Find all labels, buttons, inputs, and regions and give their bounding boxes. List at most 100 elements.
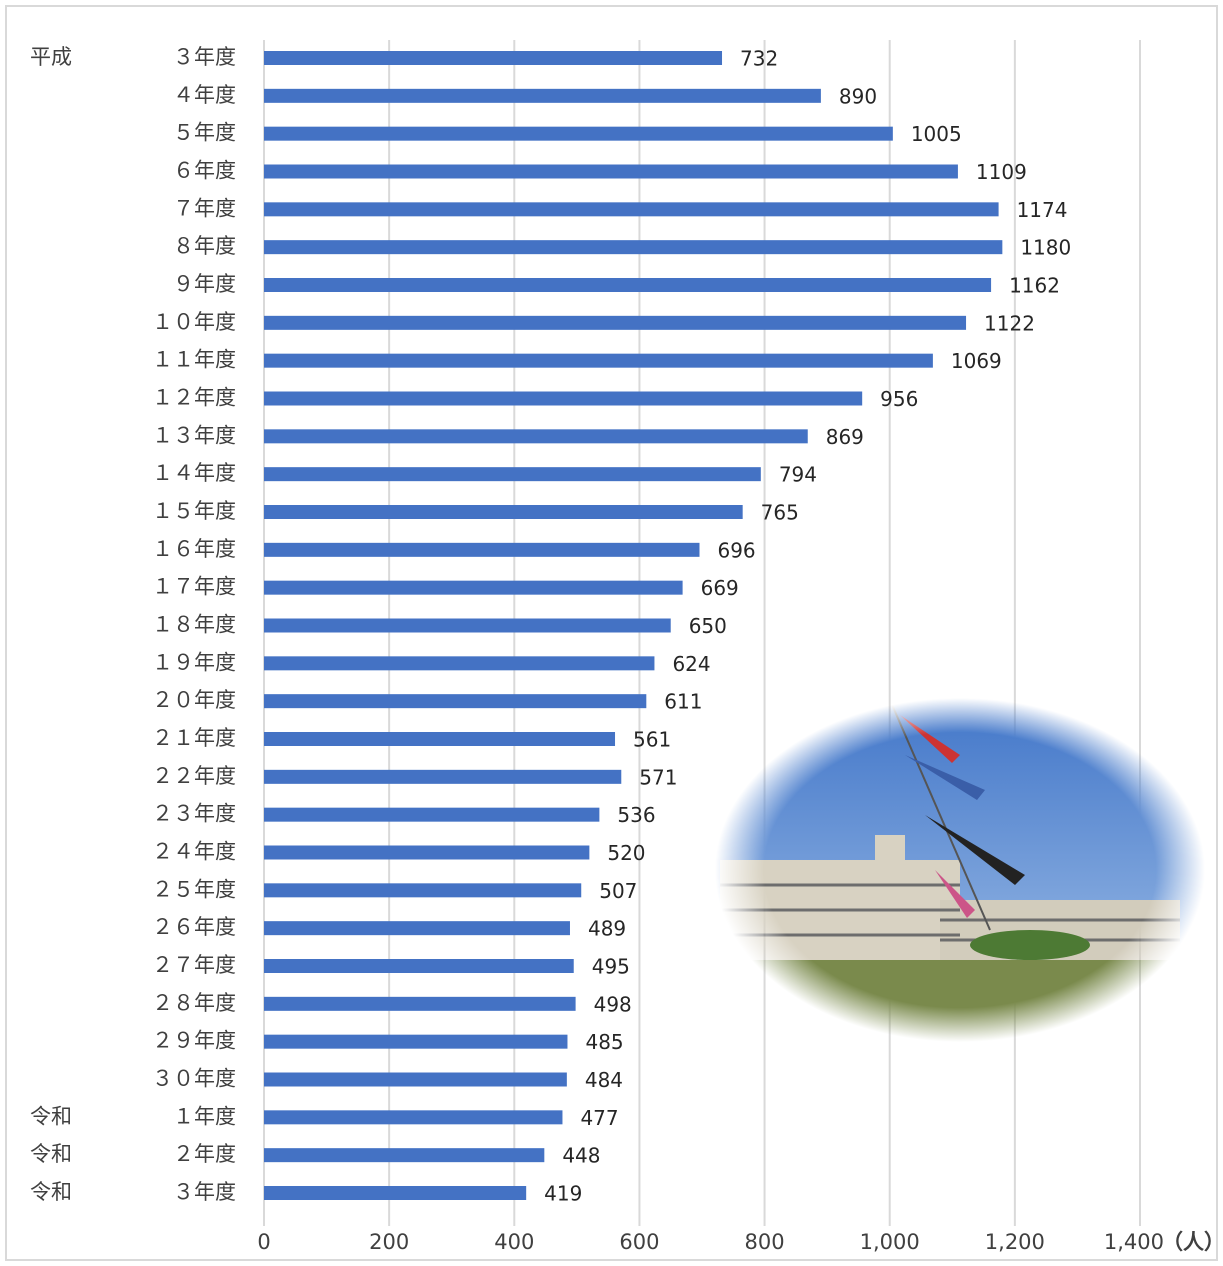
value-label: 498 xyxy=(594,992,632,1016)
bar xyxy=(264,542,700,557)
category-label: １５年度 xyxy=(152,499,236,523)
category-label: １０年度 xyxy=(152,310,236,334)
x-tick-label: 600 xyxy=(619,1230,659,1254)
group-label: 平成 xyxy=(30,45,72,69)
bar xyxy=(264,1072,567,1087)
bar xyxy=(264,51,723,65)
category-label: １１年度 xyxy=(152,348,236,372)
bar xyxy=(264,1148,545,1163)
bar xyxy=(264,580,683,595)
value-label: 869 xyxy=(826,425,864,449)
unit-label: （人） xyxy=(1162,1230,1223,1254)
category-label: １２年度 xyxy=(152,386,236,410)
bar xyxy=(264,845,590,860)
photo xyxy=(700,690,1220,1060)
value-label: 696 xyxy=(717,538,755,562)
bar xyxy=(264,202,999,217)
value-label: 419 xyxy=(544,1182,582,1206)
category-label: ２年度 xyxy=(173,1142,236,1166)
bar xyxy=(264,391,863,406)
value-label: 1109 xyxy=(976,160,1027,184)
category-label: １９年度 xyxy=(152,650,236,674)
category-label: ７年度 xyxy=(173,196,236,220)
category-label: ２８年度 xyxy=(152,991,236,1015)
bar xyxy=(264,353,933,368)
value-label: 1005 xyxy=(911,122,962,146)
value-label: 611 xyxy=(664,690,702,714)
bar xyxy=(264,88,821,103)
bar xyxy=(264,694,647,709)
bar xyxy=(264,1186,527,1200)
bar xyxy=(264,883,582,898)
value-label: 561 xyxy=(633,728,671,752)
category-label: １６年度 xyxy=(152,537,236,561)
value-label: 489 xyxy=(588,917,626,941)
bar xyxy=(264,807,600,822)
bar xyxy=(264,505,743,519)
value-label: 794 xyxy=(779,463,817,487)
category-label: ２５年度 xyxy=(152,877,236,901)
x-tick-label: 1,200 xyxy=(985,1230,1045,1254)
bar xyxy=(264,996,576,1011)
frame xyxy=(5,5,1218,1261)
bar xyxy=(264,618,671,633)
value-label: 1162 xyxy=(1009,274,1060,298)
value-label: 650 xyxy=(689,614,727,638)
category-label: ２７年度 xyxy=(152,953,236,977)
bar xyxy=(264,240,1003,255)
category-label: ６年度 xyxy=(173,159,236,183)
value-label: 890 xyxy=(839,84,877,108)
category-label: ８年度 xyxy=(173,234,236,258)
category-label: ２４年度 xyxy=(152,840,236,864)
bar xyxy=(264,769,622,784)
category-label: １年度 xyxy=(173,1104,236,1128)
bar xyxy=(264,164,958,179)
category-label: ２６年度 xyxy=(152,915,236,939)
value-label: 1069 xyxy=(951,349,1002,373)
category-label: ４年度 xyxy=(173,83,236,107)
x-tick-label: 400 xyxy=(494,1230,534,1254)
value-label: 495 xyxy=(592,955,630,979)
category-label: １７年度 xyxy=(152,575,236,599)
category-label: ２０年度 xyxy=(152,688,236,712)
x-tick-label: 200 xyxy=(369,1230,409,1254)
bar xyxy=(264,126,893,141)
value-label: 571 xyxy=(639,765,677,789)
bar xyxy=(264,278,992,292)
category-label: １４年度 xyxy=(152,461,236,485)
category-label: １３年度 xyxy=(152,423,236,447)
bar xyxy=(264,959,574,973)
bar xyxy=(264,656,655,671)
x-tick-label: 1,400 xyxy=(1104,1230,1164,1254)
value-label: 448 xyxy=(562,1144,600,1168)
value-label: 1174 xyxy=(1017,198,1068,222)
value-label: 624 xyxy=(672,652,710,676)
category-label: ２３年度 xyxy=(152,802,236,826)
value-label: 484 xyxy=(585,1068,623,1092)
category-label: ３年度 xyxy=(173,1180,236,1204)
bar xyxy=(264,732,616,746)
group-label: 令和 xyxy=(30,1104,72,1128)
x-tick-label: 800 xyxy=(745,1230,785,1254)
bar xyxy=(264,315,967,330)
value-label: 536 xyxy=(617,803,655,827)
bar xyxy=(264,921,570,936)
value-label: 765 xyxy=(761,501,799,525)
bar xyxy=(264,1034,568,1049)
category-label: １８年度 xyxy=(152,613,236,637)
category-label: ２２年度 xyxy=(152,764,236,788)
value-label: 1122 xyxy=(984,311,1035,335)
category-label: ３年度 xyxy=(173,45,236,69)
category-label: ５年度 xyxy=(173,121,236,145)
bar xyxy=(264,467,761,482)
category-label: ２１年度 xyxy=(152,726,236,750)
value-label: 669 xyxy=(701,576,739,600)
value-label: 732 xyxy=(740,47,778,71)
value-label: 485 xyxy=(585,1030,623,1054)
value-label: 520 xyxy=(607,841,645,865)
category-label: ２９年度 xyxy=(152,1029,236,1053)
bar xyxy=(264,429,808,444)
group-label: 令和 xyxy=(30,1142,72,1166)
